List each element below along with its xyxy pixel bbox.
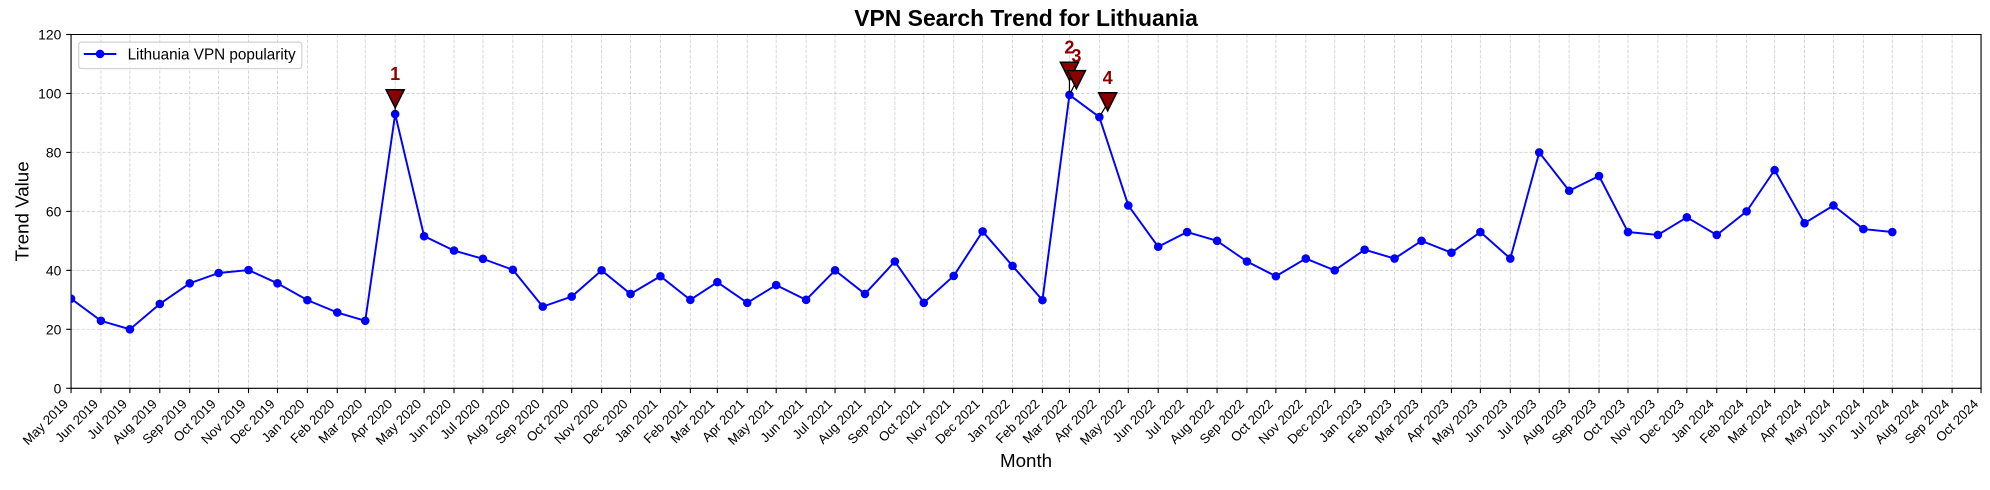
svg-text:100: 100 [38,85,61,101]
svg-text:Month: Month [1000,450,1052,471]
svg-text:80: 80 [46,144,62,160]
svg-text:Lithuania VPN popularity: Lithuania VPN popularity [128,46,296,63]
svg-text:Trend Value: Trend Value [12,161,33,261]
svg-text:VPN Search Trend for Lithuania: VPN Search Trend for Lithuania [854,5,1198,31]
svg-text:3: 3 [1071,46,1081,66]
svg-text:0: 0 [54,380,62,396]
svg-text:20: 20 [46,321,62,337]
svg-text:60: 60 [46,203,62,219]
svg-text:1: 1 [390,64,400,84]
svg-text:40: 40 [46,262,62,278]
svg-text:4: 4 [1103,68,1113,88]
svg-text:120: 120 [38,27,61,43]
